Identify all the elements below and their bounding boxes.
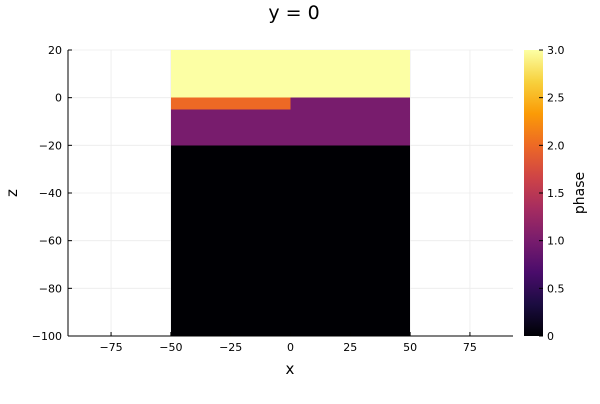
x-tick-label: 75 — [463, 341, 477, 354]
x-tick-label: 0 — [287, 341, 294, 354]
phase-region — [290, 97, 411, 110]
colorbar-tick-label: 2.0 — [547, 139, 565, 152]
y-tick-label: −60 — [39, 235, 62, 248]
y-tick-label: 0 — [55, 92, 62, 105]
colorbar-tick-label: 3.0 — [547, 44, 565, 57]
colorbar-tick-label: 0.5 — [547, 282, 565, 295]
x-tick-label: −75 — [99, 341, 122, 354]
colorbar: 0 0.5 1.0 1.5 2.0 2.5 3.0 — [524, 44, 565, 343]
colorbar-tick-label: 0 — [547, 330, 554, 343]
phase-region — [170, 97, 291, 110]
x-tick-label: −25 — [219, 341, 242, 354]
y-tick-label: −100 — [32, 330, 62, 343]
y-axis-label: z — [3, 189, 21, 197]
x-tick-labels: −75 −50 −25 0 25 50 75 — [99, 332, 477, 354]
y-tick-label: 20 — [48, 44, 62, 57]
phase-region — [170, 145, 411, 336]
chart-title: y = 0 — [268, 2, 319, 24]
y-tick-label: −40 — [39, 187, 62, 200]
colorbar-tick-label: 1.0 — [547, 235, 565, 248]
x-tick-label: 25 — [343, 341, 357, 354]
x-tick-label: −50 — [159, 341, 182, 354]
y-tick-label: −80 — [39, 282, 62, 295]
y-tick-label: −20 — [39, 139, 62, 152]
x-tick-label: 50 — [403, 341, 417, 354]
phase-region — [170, 109, 411, 146]
x-axis-label: x — [286, 360, 295, 378]
phase-regions — [170, 50, 411, 336]
colorbar-tick-label: 1.5 — [547, 187, 565, 200]
colorbar-label: phase — [572, 172, 588, 214]
colorbar-gradient — [524, 50, 543, 336]
phase-region — [170, 50, 411, 98]
y-tick-labels: 20 0 −20 −40 −60 −80 −100 — [32, 44, 72, 343]
colorbar-tick-label: 2.5 — [547, 92, 565, 105]
